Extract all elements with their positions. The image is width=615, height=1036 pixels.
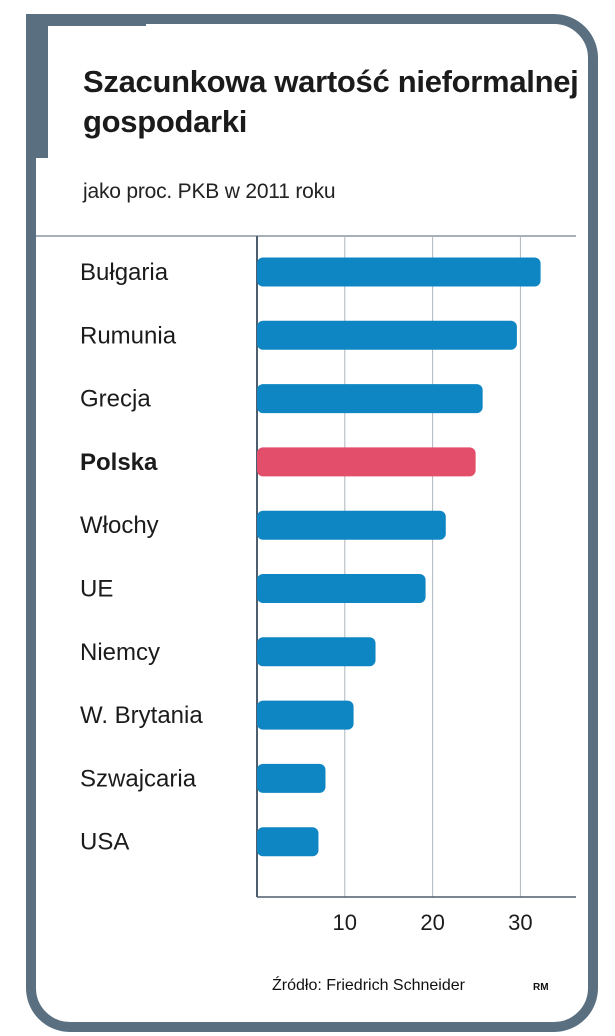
bar-3	[257, 447, 476, 477]
bar-5	[257, 574, 426, 603]
category-label: Rumunia	[80, 322, 177, 349]
x-tick-label: 10	[333, 910, 357, 935]
bar-2	[257, 384, 483, 414]
chart-subtitle: jako proc. PKB w 2011 roku	[83, 180, 336, 203]
category-label: W. Brytania	[80, 702, 203, 729]
category-label: Szwajcaria	[80, 765, 197, 792]
bar-4	[257, 510, 446, 540]
x-tick-label: 30	[508, 910, 532, 935]
category-label: Niemcy	[80, 639, 160, 666]
bar-7	[257, 700, 354, 730]
title-tab-accent	[26, 14, 146, 158]
category-label: UE	[80, 576, 113, 603]
category-label: Grecja	[80, 386, 151, 413]
chart-title: Szacunkowa wartość nieformalnej gospodar…	[83, 64, 579, 139]
source-note: Źródło: Friedrich Schneider	[272, 977, 465, 994]
category-label: Polska	[80, 449, 158, 476]
bar-9	[257, 827, 319, 857]
author-credit: RM	[533, 982, 549, 993]
bar-0	[257, 257, 541, 287]
bar-6	[257, 637, 376, 667]
bar-1	[257, 320, 517, 350]
x-tick-label: 20	[420, 910, 444, 935]
category-label: Włochy	[80, 512, 159, 539]
category-label: Bułgaria	[80, 259, 169, 286]
category-label: USA	[80, 829, 129, 856]
bar-8	[257, 763, 326, 793]
